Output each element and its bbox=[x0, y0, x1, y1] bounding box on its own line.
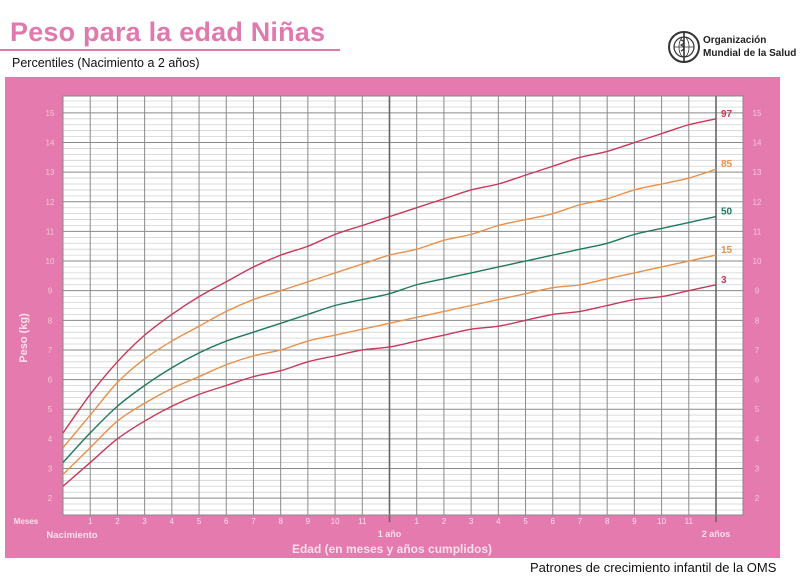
percentile-label-3: 3 bbox=[721, 275, 727, 286]
x-tick-label: 10 bbox=[331, 517, 340, 526]
y-tick-label-left: 7 bbox=[48, 346, 53, 355]
y-tick-label-right: 15 bbox=[753, 109, 762, 118]
percentile-curve-85 bbox=[62, 168, 717, 449]
x-tick-label: 11 bbox=[685, 517, 694, 526]
x-axis-title: Edad (en meses y años cumplidos) bbox=[292, 542, 492, 556]
y-tick-label-right: 7 bbox=[755, 346, 760, 355]
x-tick-label: 2 bbox=[115, 517, 120, 526]
percentile-label-50: 50 bbox=[721, 207, 733, 218]
x-tick-label-year: 1 año bbox=[378, 529, 402, 539]
x-tick-label-birth: Nacimiento bbox=[46, 530, 97, 541]
plot-area bbox=[63, 96, 743, 515]
logo-line2: Mundial de la Salud bbox=[703, 48, 797, 59]
percentile-curve-50 bbox=[62, 215, 717, 464]
y-tick-label-left: 10 bbox=[46, 257, 55, 266]
x-tick-label: 5 bbox=[197, 517, 202, 526]
x-tick-label: 10 bbox=[657, 517, 666, 526]
percentile-curve-3 bbox=[62, 284, 717, 487]
x-tick-label: 8 bbox=[605, 517, 610, 526]
y-tick-label-right: 11 bbox=[753, 227, 762, 236]
y-tick-label-left: 6 bbox=[48, 376, 53, 385]
x-tick-label: 5 bbox=[523, 517, 528, 526]
x-unit-label: Meses bbox=[14, 517, 39, 526]
x-tick-label: 1 bbox=[414, 517, 419, 526]
y-tick-label-left: 9 bbox=[48, 287, 53, 296]
y-tick-label-left: 11 bbox=[46, 227, 55, 236]
page-title: Peso para la edad Niñas bbox=[10, 17, 326, 47]
y-tick-label-left: 8 bbox=[48, 316, 53, 325]
y-tick-label-right: 10 bbox=[753, 257, 762, 266]
y-tick-label-left: 4 bbox=[48, 435, 53, 444]
y-tick-label-left: 15 bbox=[46, 109, 55, 118]
x-tick-label: 1 bbox=[88, 517, 93, 526]
x-tick-label: 3 bbox=[142, 517, 147, 526]
x-tick-label: 4 bbox=[170, 517, 175, 526]
percentile-label-15: 15 bbox=[721, 245, 733, 256]
x-tick-label: 6 bbox=[224, 517, 229, 526]
logo-line1: Organización bbox=[703, 35, 767, 46]
y-tick-label-right: 12 bbox=[753, 198, 762, 207]
who-logo-text: Organización Mundial de la Salud bbox=[703, 34, 796, 60]
footer-credit: Patrones de crecimiento infantil de la O… bbox=[530, 560, 777, 575]
y-tick-label-left: 2 bbox=[48, 494, 53, 503]
x-tick-label: 3 bbox=[469, 517, 474, 526]
page-subtitle: Percentiles (Nacimiento a 2 años) bbox=[12, 56, 200, 70]
x-tick-label: 4 bbox=[496, 517, 501, 526]
percentile-curve-15 bbox=[62, 254, 717, 475]
y-axis-title: Peso (kg) bbox=[18, 313, 30, 363]
percentile-label-85: 85 bbox=[721, 159, 733, 170]
y-tick-label-right: 4 bbox=[755, 435, 760, 444]
plot-border bbox=[62, 95, 744, 516]
y-tick-label-left: 14 bbox=[46, 139, 55, 148]
y-tick-label-right: 2 bbox=[755, 494, 760, 503]
x-tick-label: 6 bbox=[551, 517, 556, 526]
y-tick-label-right: 14 bbox=[753, 139, 762, 148]
x-tick-label-year: 2 años bbox=[702, 529, 731, 539]
y-tick-label-left: 3 bbox=[48, 464, 53, 473]
y-tick-label-left: 12 bbox=[46, 198, 55, 207]
y-tick-label-right: 3 bbox=[755, 464, 760, 473]
x-tick-label: 9 bbox=[632, 517, 637, 526]
x-tick-label: 11 bbox=[358, 517, 367, 526]
who-emblem-icon bbox=[668, 31, 700, 63]
y-tick-label-left: 5 bbox=[48, 405, 53, 414]
percentile-curve-97 bbox=[62, 118, 717, 434]
x-tick-label: 8 bbox=[278, 517, 283, 526]
y-tick-label-right: 8 bbox=[755, 316, 760, 325]
percentile-label-97: 97 bbox=[721, 109, 733, 120]
x-tick-label: 9 bbox=[306, 517, 311, 526]
x-tick-label: 7 bbox=[578, 517, 583, 526]
x-tick-label: 7 bbox=[251, 517, 256, 526]
y-tick-label-right: 6 bbox=[755, 376, 760, 385]
x-tick-label: 2 bbox=[442, 517, 447, 526]
y-tick-label-right: 5 bbox=[755, 405, 760, 414]
title-divider bbox=[0, 49, 340, 51]
y-tick-label-left: 13 bbox=[46, 168, 55, 177]
y-tick-label-right: 9 bbox=[755, 287, 760, 296]
y-tick-label-right: 13 bbox=[753, 168, 762, 177]
